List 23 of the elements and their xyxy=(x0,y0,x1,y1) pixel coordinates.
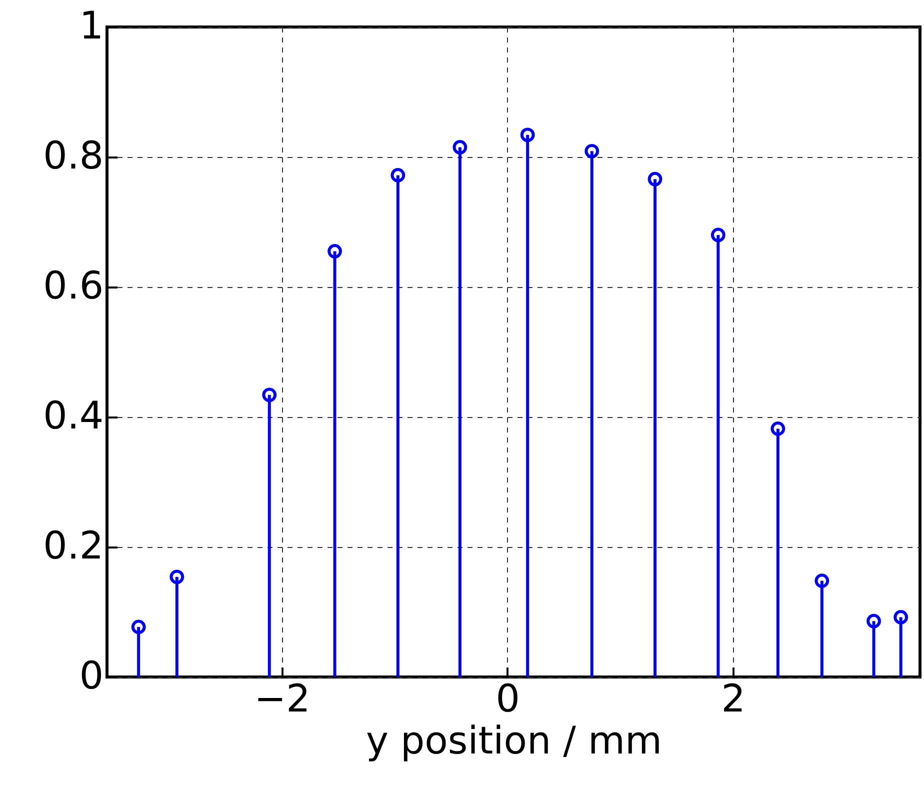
point xyxy=(520,128,535,142)
point xyxy=(770,422,786,436)
point xyxy=(894,610,908,624)
point xyxy=(262,388,277,402)
point xyxy=(170,570,184,584)
point xyxy=(648,172,662,186)
x-tick-label: −2 xyxy=(254,676,310,720)
point xyxy=(710,228,726,242)
y-tick-label: 1 xyxy=(79,4,104,48)
point xyxy=(131,620,146,634)
y-tick-label: 0.2 xyxy=(43,524,104,568)
x-tick-label: 2 xyxy=(721,676,746,720)
x-tick-label: 0 xyxy=(496,676,520,720)
point xyxy=(390,168,406,182)
point xyxy=(328,244,342,258)
y-tick-label: 0.6 xyxy=(43,264,104,308)
point xyxy=(866,614,881,628)
point xyxy=(584,144,600,158)
x-axis-title: y position / mm xyxy=(366,718,662,762)
y-tick-label: 0.4 xyxy=(43,394,104,438)
y-tick-label: 0.8 xyxy=(43,134,104,178)
point xyxy=(814,574,830,588)
point xyxy=(452,140,468,154)
